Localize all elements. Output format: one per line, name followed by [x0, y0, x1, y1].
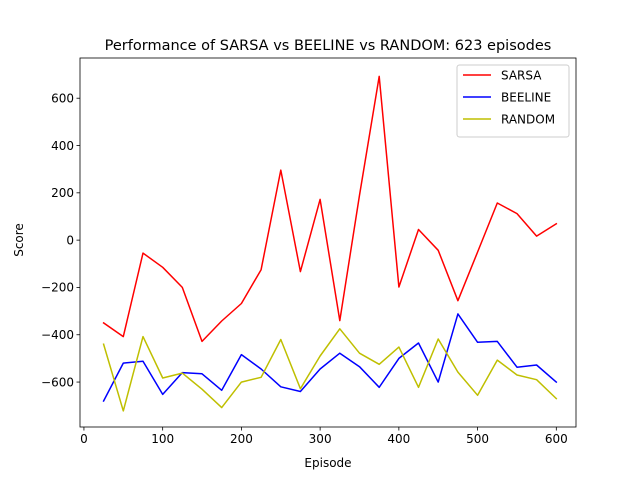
chart-title: Performance of SARSA vs BEELINE vs RANDO… [105, 38, 552, 54]
y-axis-label: Score [12, 223, 26, 257]
x-tick-label: 300 [309, 432, 332, 446]
x-tick-label: 200 [230, 432, 253, 446]
y-tick-label: 200 [51, 186, 74, 200]
legend-label-sarsa: SARSA [501, 68, 542, 82]
x-tick-label: 500 [466, 432, 489, 446]
x-tick-label: 400 [387, 432, 410, 446]
y-tick-label: 0 [66, 233, 74, 247]
x-tick-label: 0 [80, 432, 88, 446]
y-tick-label: −200 [41, 281, 74, 295]
legend-label-beeline: BEELINE [501, 90, 551, 104]
y-tick-label: 400 [51, 139, 74, 153]
series-line-beeline [104, 314, 557, 401]
x-tick-label: 600 [545, 432, 568, 446]
x-axis-label: Episode [304, 456, 351, 470]
y-tick-label: 600 [51, 92, 74, 106]
legend: SARSA BEELINE RANDOM [457, 65, 569, 137]
y-tick-label: −600 [41, 375, 74, 389]
y-tick-label: −400 [41, 328, 74, 342]
x-tick-label: 100 [151, 432, 174, 446]
legend-label-random: RANDOM [501, 112, 555, 126]
